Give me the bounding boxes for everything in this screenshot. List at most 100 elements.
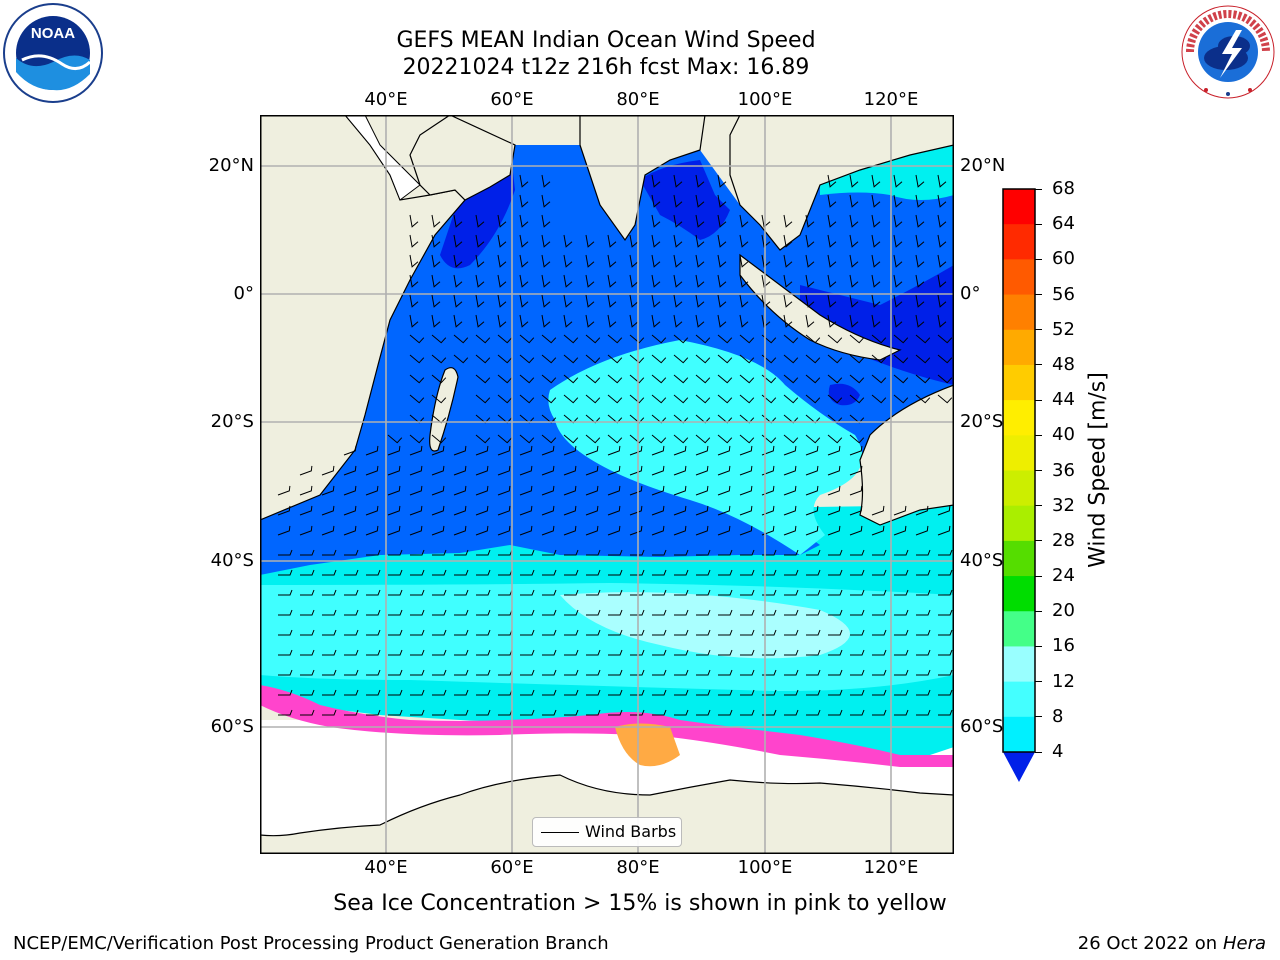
wind-barb	[564, 669, 579, 676]
wind-barb	[453, 525, 467, 536]
wind-barb	[454, 609, 469, 616]
wind-barb	[937, 194, 947, 208]
wind-barb	[651, 294, 661, 308]
wind-barb	[849, 334, 865, 344]
wind-barb	[629, 525, 643, 536]
wind-barb	[475, 434, 491, 444]
wind-barb	[520, 569, 535, 576]
wind-barb	[322, 589, 337, 596]
wind-barb	[695, 354, 711, 364]
wind-barb	[915, 394, 931, 404]
wind-barb	[541, 194, 551, 208]
lon-label-bottom-100e: 100°E	[737, 857, 793, 878]
wind-barb	[278, 569, 293, 576]
wind-barb	[828, 669, 843, 676]
wind-barb	[850, 589, 865, 596]
wind-barb	[739, 254, 749, 268]
wind-barb	[520, 669, 535, 676]
wind-barb	[519, 174, 529, 188]
wind-barb	[718, 709, 733, 716]
wind-barb	[915, 274, 925, 288]
wind-barb	[717, 294, 727, 308]
wind-barb	[607, 254, 617, 268]
wind-barb	[563, 254, 573, 268]
wind-barb	[431, 434, 447, 444]
wind-barb	[563, 234, 573, 248]
wind-barb	[850, 569, 865, 576]
wind-barb	[322, 709, 337, 716]
wind-barb	[541, 314, 551, 328]
wind-barb	[454, 629, 469, 636]
wind-barb	[893, 294, 903, 308]
wind-barb	[630, 649, 645, 656]
wind-barb	[366, 669, 381, 676]
wind-barb	[388, 589, 403, 596]
wind-barb	[629, 465, 643, 476]
wind-barb	[519, 254, 529, 268]
wind-barb	[453, 485, 467, 496]
noaa-logo-text: NOAA	[31, 25, 75, 42]
wind-barb	[630, 669, 645, 676]
wind-barb	[871, 394, 887, 404]
lon-label-top-80e: 80°E	[616, 89, 660, 110]
wind-barb	[431, 394, 447, 404]
wind-barb	[739, 214, 749, 228]
wind-barb	[717, 445, 731, 456]
wind-barb	[740, 569, 755, 576]
wind-barb	[475, 334, 491, 344]
wind-barb	[475, 465, 489, 476]
ocean-12-16-central	[548, 340, 863, 555]
wind-barb	[806, 709, 821, 716]
wind-barb	[805, 274, 815, 288]
wind-barb	[784, 549, 799, 556]
wind-barb	[278, 609, 293, 616]
wind-barb	[497, 274, 507, 288]
wind-barb	[519, 485, 533, 496]
wind-barb	[541, 294, 551, 308]
wind-barb	[629, 394, 645, 404]
wind-barb	[409, 374, 425, 384]
wind-barb	[806, 649, 821, 656]
sea-ice-orange-patch	[615, 723, 680, 767]
wind-barb	[695, 434, 711, 444]
wind-barb	[739, 374, 755, 384]
wind-barb	[278, 689, 293, 696]
colorbar-segment	[1003, 611, 1035, 647]
wind-barb	[916, 549, 931, 556]
wind-barb	[783, 434, 799, 444]
wind-barb	[827, 445, 841, 456]
sea-ice-caption: Sea Ice Concentration > 15% is shown in …	[333, 891, 947, 916]
wind-barb	[432, 569, 447, 576]
wind-barb	[849, 485, 863, 496]
wind-barb	[893, 254, 903, 268]
wind-barb	[849, 174, 859, 188]
wind-barb	[629, 314, 639, 328]
wind-barb	[806, 589, 821, 596]
wind-barb	[695, 254, 705, 268]
wind-barb	[607, 465, 621, 476]
wind-barb	[806, 569, 821, 576]
wind-barb	[585, 254, 595, 268]
wind-barb	[409, 234, 419, 248]
wind-barb	[497, 445, 511, 456]
wind-barb	[871, 274, 881, 288]
wind-barb	[915, 194, 925, 208]
wind-barb	[673, 465, 687, 476]
wind-barb	[673, 274, 683, 288]
wind-barb	[586, 649, 601, 656]
wind-barb	[739, 334, 755, 344]
lat-label-right-20s: 20°S	[960, 411, 1004, 432]
wind-barb	[718, 649, 733, 656]
wind-barbs-layer	[277, 174, 953, 716]
wind-barb	[761, 294, 771, 308]
nws-logo-icon	[1181, 5, 1275, 99]
wind-barb	[299, 485, 313, 496]
wind-barb	[431, 354, 447, 364]
wind-barb	[673, 485, 687, 496]
wind-barb	[850, 649, 865, 656]
wind-barb	[783, 334, 799, 344]
wind-barb	[783, 234, 793, 248]
wind-barb	[673, 354, 689, 364]
wind-barb	[563, 314, 573, 328]
wind-barb	[938, 669, 953, 676]
